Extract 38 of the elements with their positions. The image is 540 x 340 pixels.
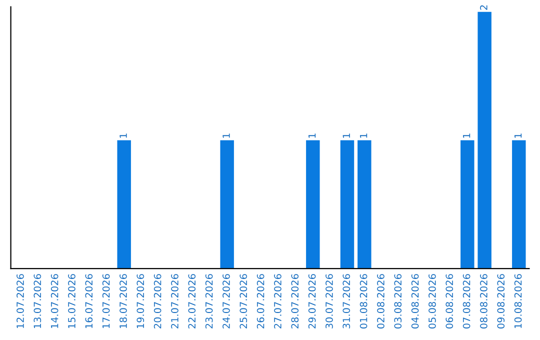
data-label: 1 — [514, 134, 522, 138]
x-tick-label: 05.08.2026 — [428, 274, 436, 328]
data-label: 1 — [222, 134, 230, 138]
x-tick-label: 20.07.2026 — [154, 274, 162, 328]
data-label: 1 — [120, 134, 127, 138]
x-tick-label: 15.07.2026 — [68, 274, 76, 328]
x-tick-label: 21.07.2026 — [171, 274, 178, 328]
data-label: 2 — [480, 5, 488, 10]
x-tick-label: 22.07.2026 — [188, 274, 196, 328]
data-label: 1 — [342, 134, 350, 138]
x-tick-label: 08.08.2026 — [480, 274, 488, 328]
x-tick-label: 06.08.2026 — [446, 274, 454, 328]
x-tick-label: 07.08.2026 — [462, 274, 470, 328]
x-tick-label: 25.07.2026 — [240, 274, 248, 328]
x-tick-label: 10.08.2026 — [514, 274, 522, 328]
x-tick-label: 01.08.2026 — [360, 274, 368, 328]
x-tick-label: 19.07.2026 — [136, 274, 144, 328]
x-tick-label: 17.07.2026 — [102, 274, 110, 328]
x-tick-label: 30.07.2026 — [326, 274, 333, 328]
data-label: 1 — [308, 134, 316, 138]
x-tick-label: 27.07.2026 — [274, 274, 282, 328]
x-tick-label: 03.08.2026 — [394, 274, 402, 328]
x-tick-label: 29.07.2026 — [308, 274, 316, 328]
x-tick-label: 12.07.2026 — [16, 274, 24, 328]
x-tick-label: 14.07.2026 — [50, 274, 58, 328]
x-tick-label: 23.07.2026 — [205, 274, 213, 328]
x-tick-label: 16.07.2026 — [85, 274, 93, 328]
x-tick-label: 31.07.2026 — [342, 274, 350, 328]
data-label: 1 — [360, 134, 368, 138]
x-tick-label: 18.07.2026 — [120, 274, 127, 328]
x-tick-label: 13.07.2026 — [34, 274, 42, 328]
x-tick-label: 26.07.2026 — [256, 274, 264, 328]
data-label: 1 — [463, 134, 470, 138]
x-tick-label: 02.08.2026 — [377, 274, 384, 328]
x-tick-label: 09.08.2026 — [497, 274, 505, 328]
x-tick-label: 28.07.2026 — [291, 274, 299, 328]
x-tick-label: 24.07.2026 — [222, 274, 230, 328]
x-tick-label: 04.08.2026 — [411, 274, 419, 328]
